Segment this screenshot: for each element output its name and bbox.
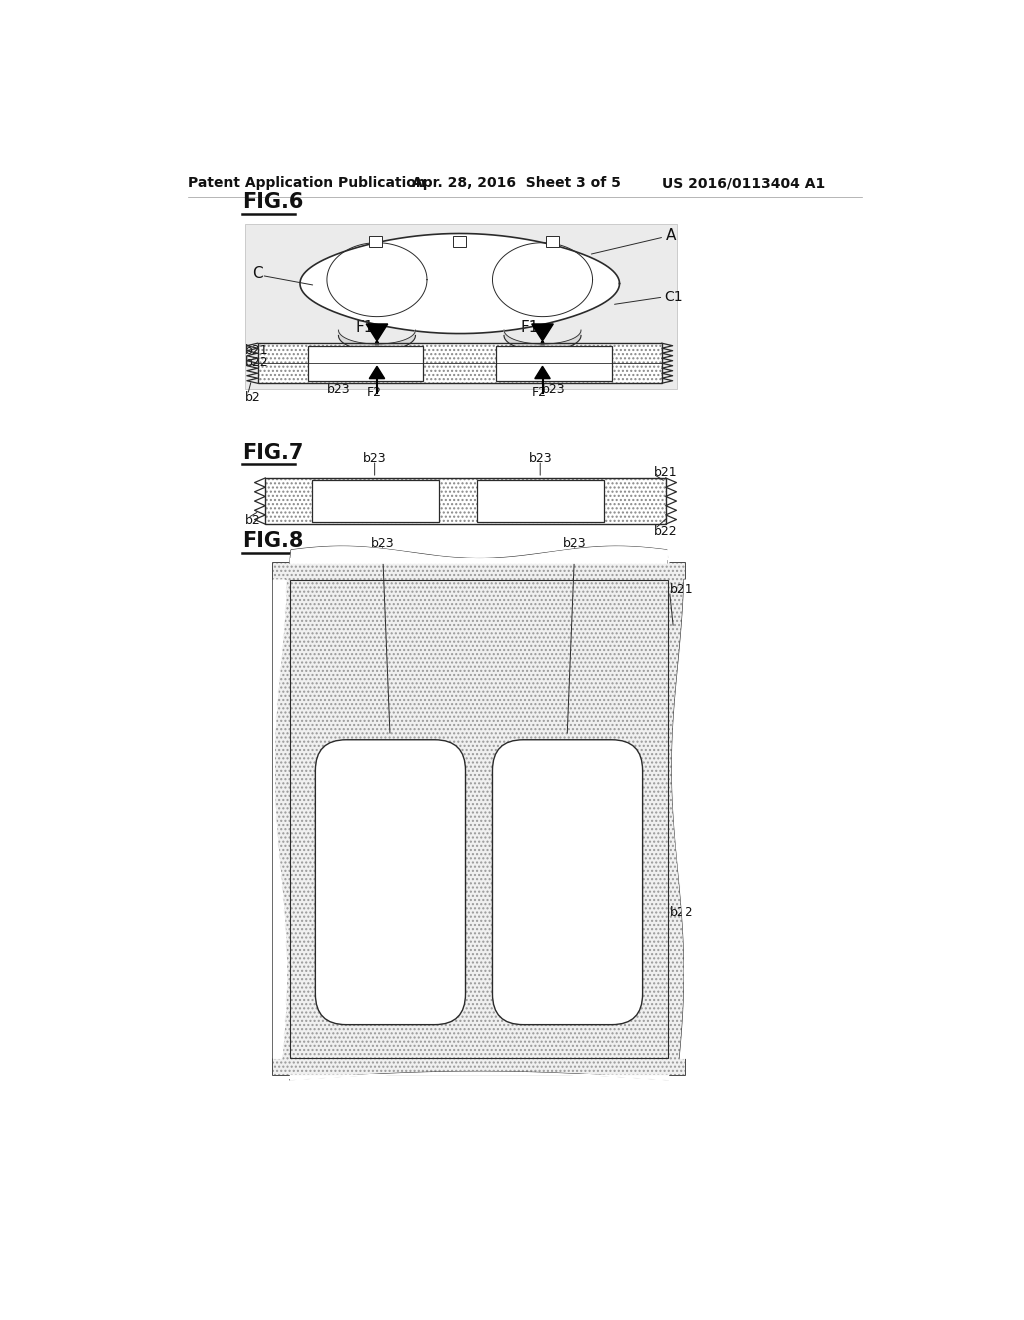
Text: b22: b22 <box>670 907 693 920</box>
Bar <box>245 224 677 389</box>
Text: b22: b22 <box>245 356 268 370</box>
Text: Apr. 28, 2016  Sheet 3 of 5: Apr. 28, 2016 Sheet 3 of 5 <box>412 176 621 190</box>
Polygon shape <box>504 330 581 351</box>
Text: C: C <box>252 267 263 281</box>
Bar <box>273 562 685 1074</box>
Bar <box>370 236 382 247</box>
Polygon shape <box>535 367 550 379</box>
Text: F2: F2 <box>531 385 547 399</box>
Text: A: A <box>666 228 676 243</box>
Bar <box>290 579 668 1057</box>
Text: b2: b2 <box>245 391 260 404</box>
Bar <box>547 236 559 247</box>
FancyBboxPatch shape <box>315 739 466 1024</box>
Bar <box>497 346 611 381</box>
Bar <box>258 343 662 383</box>
Text: b22: b22 <box>654 525 678 539</box>
Text: b23: b23 <box>528 453 552 465</box>
Bar <box>311 480 438 521</box>
Text: FIG.8: FIG.8 <box>243 531 303 552</box>
Text: F1: F1 <box>355 321 374 335</box>
Text: b23: b23 <box>543 383 566 396</box>
Polygon shape <box>300 234 620 334</box>
Text: US 2016/0113404 A1: US 2016/0113404 A1 <box>662 176 825 190</box>
Text: FIG.6: FIG.6 <box>243 193 303 213</box>
Text: F2: F2 <box>367 385 381 399</box>
Bar <box>273 562 685 1074</box>
Text: b23: b23 <box>327 383 350 396</box>
Text: C1: C1 <box>665 290 683 304</box>
Text: b23: b23 <box>563 537 587 550</box>
Polygon shape <box>370 367 385 379</box>
Text: FIG.7: FIG.7 <box>243 442 303 462</box>
Text: b21: b21 <box>670 583 693 597</box>
Text: b23: b23 <box>371 537 394 550</box>
Polygon shape <box>367 323 388 341</box>
Text: F1: F1 <box>521 321 540 335</box>
Text: b21: b21 <box>245 345 268 358</box>
Polygon shape <box>339 330 416 351</box>
Bar <box>477 480 604 521</box>
Polygon shape <box>531 323 553 341</box>
Text: Patent Application Publication: Patent Application Publication <box>188 176 426 190</box>
Text: b21: b21 <box>654 466 678 479</box>
Bar <box>454 236 466 247</box>
Bar <box>258 343 662 383</box>
Text: b23: b23 <box>362 453 386 465</box>
Text: b2: b2 <box>245 513 260 527</box>
Bar <box>265 478 666 524</box>
FancyBboxPatch shape <box>493 739 643 1024</box>
Bar <box>265 478 666 524</box>
Bar <box>307 346 423 381</box>
